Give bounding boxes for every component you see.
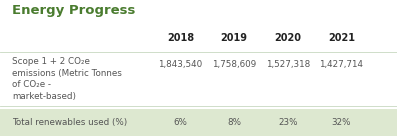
Text: 1,758,609: 1,758,609 — [212, 60, 256, 69]
Text: 1,427,714: 1,427,714 — [320, 60, 363, 69]
Text: 8%: 8% — [227, 118, 241, 127]
Text: Scope 1 + 2 CO₂e
emissions (Metric Tonnes
of CO₂e -
market-based): Scope 1 + 2 CO₂e emissions (Metric Tonne… — [12, 57, 122, 101]
Text: 1,843,540: 1,843,540 — [158, 60, 203, 69]
Text: 2019: 2019 — [221, 33, 248, 43]
Bar — [0, 109, 397, 136]
Text: 1,527,318: 1,527,318 — [266, 60, 310, 69]
Bar — [0, 52, 397, 106]
Text: 2020: 2020 — [274, 33, 301, 43]
Text: Total renewables used (%): Total renewables used (%) — [12, 118, 127, 127]
Text: 2018: 2018 — [167, 33, 194, 43]
Text: 2021: 2021 — [328, 33, 355, 43]
Text: Energy Progress: Energy Progress — [12, 4, 135, 17]
Text: 23%: 23% — [278, 118, 298, 127]
Text: 32%: 32% — [331, 118, 351, 127]
Text: 6%: 6% — [174, 118, 187, 127]
